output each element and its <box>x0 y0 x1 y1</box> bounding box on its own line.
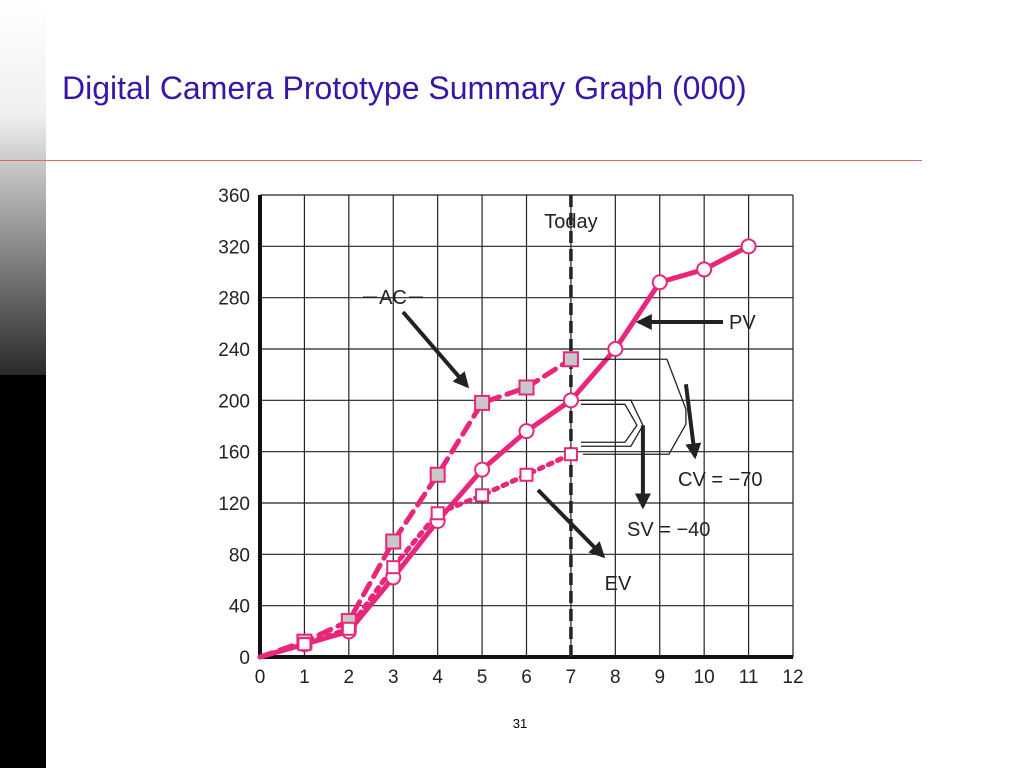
pv-point <box>474 461 491 478</box>
x-tick-label: 12 <box>782 667 803 688</box>
pv-label: PV <box>729 312 756 334</box>
x-tick-label: 7 <box>566 667 577 688</box>
ev-point <box>430 506 445 521</box>
x-tick-label: 11 <box>739 667 759 688</box>
left-decorative-bar <box>0 0 46 768</box>
y-tick-label: 0 <box>239 648 250 669</box>
y-tick-label: 240 <box>218 340 250 361</box>
left-bar-gradient <box>0 0 46 375</box>
ac-point <box>385 533 402 550</box>
x-tick-label: 0 <box>255 667 266 688</box>
ev-point <box>475 488 490 503</box>
cv-label: CV = −70 <box>678 469 763 491</box>
cv-bracket <box>582 358 687 425</box>
series-line-ac <box>257 356 574 660</box>
pv-point <box>518 423 535 440</box>
x-tick-label: 9 <box>654 667 665 688</box>
sv-bracket <box>580 403 638 443</box>
chart-container: 0 40 80 120 160 200 240 280 320 360 0 1 2 3 4 5 6 7 8 9 10 11… <box>195 180 825 690</box>
y-tick-label: 160 <box>218 443 250 464</box>
ac-arrow <box>401 310 470 389</box>
ev-point <box>519 467 534 482</box>
x-tick-label: 4 <box>432 667 443 688</box>
x-tick-label: 1 <box>299 667 310 688</box>
y-tick-label: 120 <box>218 494 250 515</box>
x-tick-label: 2 <box>344 667 355 688</box>
slide-title: Digital Camera Prototype Summary Graph (… <box>62 70 747 106</box>
ev-label: EV <box>605 573 632 595</box>
today-label: Today <box>544 211 597 233</box>
ev-point <box>563 447 578 462</box>
cv-bracket <box>582 423 687 455</box>
x-tick-label: 6 <box>521 667 532 688</box>
ev-point <box>386 560 401 575</box>
pv-point <box>740 238 757 255</box>
y-tick-label: 80 <box>229 545 250 566</box>
x-tick-label: 5 <box>477 667 488 688</box>
ac-point <box>474 394 491 411</box>
ev-arrow <box>536 488 606 559</box>
ac-point <box>562 351 579 368</box>
y-tick-label: 200 <box>218 391 250 412</box>
y-tick-label: 280 <box>218 289 250 310</box>
y-tick-label: 320 <box>218 237 250 258</box>
x-tick-label: 8 <box>610 667 621 688</box>
ac-point <box>518 379 535 396</box>
x-tick-label: 10 <box>694 667 715 688</box>
y-tick-label: 360 <box>218 186 250 207</box>
sv-label: SV = −40 <box>627 519 710 541</box>
series-line-ev <box>257 451 574 660</box>
pv-point <box>651 274 668 291</box>
ac-label: AC <box>379 287 407 309</box>
cv-arrow <box>683 383 702 460</box>
x-tick-label: 3 <box>388 667 399 688</box>
y-tick-label: 40 <box>229 597 250 618</box>
page-number: 31 <box>512 716 528 731</box>
ev-point <box>341 621 356 636</box>
ac-point <box>429 466 446 483</box>
pv-point <box>562 392 579 409</box>
pv-point <box>607 341 624 357</box>
sv-bracket <box>580 399 644 447</box>
title-divider <box>0 160 922 161</box>
ev-point <box>297 637 312 652</box>
pv-point <box>696 261 713 278</box>
